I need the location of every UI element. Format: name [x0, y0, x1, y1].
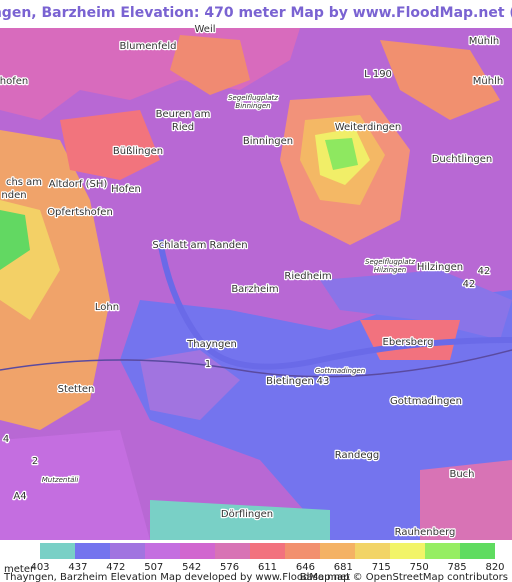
place-label: Weiterdingen: [335, 122, 402, 133]
place-label: Duchtlingen: [432, 154, 493, 165]
place-label: nden: [1, 190, 26, 201]
legend-swatch: [110, 543, 145, 559]
legend-swatch: [425, 543, 460, 559]
place-label: Buch: [449, 469, 474, 480]
place-label: Ried: [172, 122, 194, 133]
legend-swatch: [320, 543, 355, 559]
map: Weil Mühlh Blumenfeld L 190 Mühlh hofen Segelf…: [0, 23, 512, 540]
place-label: Hofen: [111, 184, 141, 195]
legend-swatch: [145, 543, 180, 559]
place-label: Hilzingen: [417, 262, 463, 273]
place-label: Opfertshofen: [47, 207, 113, 218]
place-label: Hilzingen: [374, 266, 406, 274]
place-label: 42: [463, 279, 476, 290]
legend-swatch: [355, 543, 390, 559]
place-label: 1: [205, 359, 211, 370]
place-label: Riedheim: [284, 271, 331, 282]
place-label: 42: [478, 266, 491, 277]
legend-label: 820: [485, 562, 504, 573]
place-label: Binningen: [243, 136, 293, 147]
legend-swatch: [285, 543, 320, 559]
legend-swatch: [460, 543, 495, 559]
place-label: Beuren am: [156, 109, 211, 120]
legend-swatch: [250, 543, 285, 559]
place-label: Bietingen: [266, 376, 314, 387]
legend-label: 611: [258, 562, 277, 573]
legend-label: 403: [30, 562, 49, 573]
place-label: Ebersberg: [383, 337, 434, 348]
place-label: Gottmadingen: [315, 367, 365, 375]
place-label: Rauhenberg: [395, 527, 456, 538]
place-label: Barzheim: [231, 284, 278, 295]
place-label: Lohn: [95, 302, 119, 313]
legend-unit: meter: [4, 564, 35, 575]
legend-label: 750: [410, 562, 429, 573]
place-label: Segelflugplatz: [365, 258, 415, 266]
place-label: Stetten: [58, 384, 95, 395]
legend-label: 646: [296, 562, 315, 573]
place-label: Thayngen: [186, 339, 237, 350]
footer-credit: Thayngen, Barzheim Elevation Map develop…: [3, 572, 350, 582]
place-label: chs am: [6, 177, 42, 188]
legend-swatch: [215, 543, 250, 559]
place-label: A4: [13, 491, 26, 502]
legend-label: 437: [68, 562, 87, 573]
place-label: 43: [317, 376, 330, 387]
legend: meter 403 437 472 507 542 576 611 646 681 715 750 7…: [4, 543, 505, 575]
legend-label: 542: [182, 562, 201, 573]
place-label: Dörflingen: [221, 509, 273, 520]
legend-swatch: [390, 543, 425, 559]
place-label: 2: [32, 456, 38, 467]
place-label: hofen: [0, 76, 28, 87]
place-label: Segelflugplatz: [228, 94, 278, 102]
place-label: Binningen: [235, 102, 270, 110]
footer-attribution: Base map © OpenStreetMap contributors: [300, 572, 508, 582]
legend-label: 472: [106, 562, 125, 573]
place-label: Mühlh: [473, 76, 503, 87]
place-label: 4: [3, 434, 9, 445]
legend-label: 715: [372, 562, 391, 573]
legend-label: 507: [144, 562, 163, 573]
place-label: Büßlingen: [113, 146, 163, 157]
place-label: Schlatt am Randen: [152, 240, 247, 251]
legend-swatch: [75, 543, 110, 559]
legend-swatch: [40, 543, 75, 559]
place-label: Altdorf (SH): [49, 179, 108, 190]
place-label: Gottmadingen: [390, 396, 462, 407]
place-label: Mühlh: [469, 36, 499, 47]
legend-label: 785: [448, 562, 467, 573]
place-label: Weil: [194, 24, 215, 35]
legend-label: 576: [220, 562, 239, 573]
place-label: Mutzentäli: [42, 476, 79, 484]
place-label: Blumenfeld: [119, 41, 176, 52]
legend-label: 681: [334, 562, 353, 573]
place-label: Randegg: [335, 450, 379, 461]
legend-swatch: [180, 543, 215, 559]
title: Thayngen, Barzheim Elevation: 470 meter …: [0, 5, 512, 21]
place-label: L 190: [364, 69, 392, 80]
